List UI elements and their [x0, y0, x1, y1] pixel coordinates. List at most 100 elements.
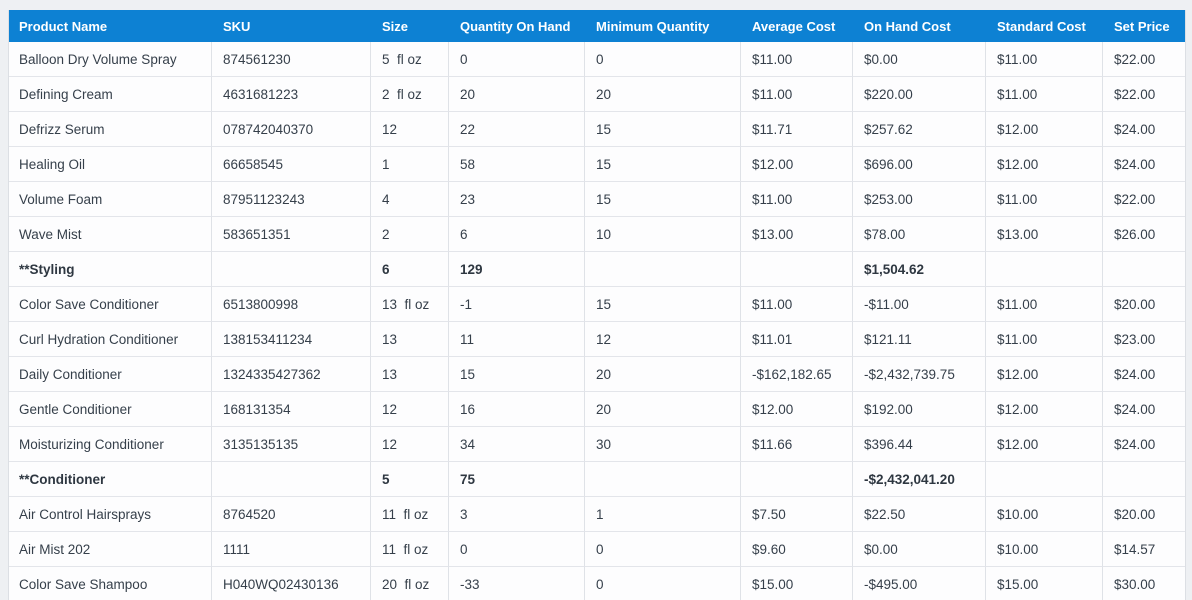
cell-sku: 168131354	[212, 392, 371, 427]
column-header-size[interactable]: Size	[371, 10, 449, 42]
cell-size: 11 fl oz	[371, 497, 449, 532]
cell-avg_cost	[741, 462, 853, 497]
cell-std_cost: $12.00	[986, 147, 1103, 182]
cell-on_hand_cost: -$2,432,739.75	[853, 357, 986, 392]
column-header-std_cost[interactable]: Standard Cost	[986, 10, 1103, 42]
cell-on_hand_cost: $0.00	[853, 532, 986, 567]
cell-min_qty: 0	[585, 42, 741, 77]
cell-qty_on_hand: 16	[449, 392, 585, 427]
cell-sku: H040WQ02430136	[212, 567, 371, 600]
cell-on_hand_cost: $253.00	[853, 182, 986, 217]
cell-size: 5	[371, 462, 449, 497]
summary-row[interactable]: **Conditioner 5 75 -$2,432,041.20	[9, 462, 1185, 497]
cell-product: Defining Cream	[9, 77, 212, 112]
cell-min_qty: 15	[585, 182, 741, 217]
cell-sku: 4631681223	[212, 77, 371, 112]
cell-product: **Conditioner	[9, 462, 212, 497]
cell-on_hand_cost: $22.50	[853, 497, 986, 532]
cell-set_price: $20.00	[1103, 497, 1185, 532]
cell-product: Air Control Hairsprays	[9, 497, 212, 532]
cell-qty_on_hand: 22	[449, 112, 585, 147]
cell-avg_cost: $11.01	[741, 322, 853, 357]
cell-on_hand_cost: $121.11	[853, 322, 986, 357]
cell-avg_cost: $11.66	[741, 427, 853, 462]
table-row[interactable]: Air Control Hairsprays 8764520 11 fl oz 3 1 $…	[9, 497, 1185, 532]
cell-sku: 6513800998	[212, 287, 371, 322]
cell-set_price: $24.00	[1103, 112, 1185, 147]
cell-product: **Styling	[9, 252, 212, 287]
column-header-product[interactable]: Product Name	[9, 10, 212, 42]
cell-qty_on_hand: 15	[449, 357, 585, 392]
cell-on_hand_cost: $696.00	[853, 147, 986, 182]
column-header-qty_on_hand[interactable]: Quantity On Hand	[449, 10, 585, 42]
table-row[interactable]: Color Save Shampoo H040WQ02430136 20 fl oz…	[9, 567, 1185, 600]
cell-min_qty	[585, 252, 741, 287]
cell-sku: 1111	[212, 532, 371, 567]
cell-min_qty: 20	[585, 77, 741, 112]
cell-qty_on_hand: 23	[449, 182, 585, 217]
cell-set_price: $30.00	[1103, 567, 1185, 600]
cell-set_price: $22.00	[1103, 42, 1185, 77]
column-header-on_hand_cost[interactable]: On Hand Cost	[853, 10, 986, 42]
cell-sku: 66658545	[212, 147, 371, 182]
table-row[interactable]: Gentle Conditioner 168131354 12 16 20 $12.00 $…	[9, 392, 1185, 427]
cell-std_cost: $12.00	[986, 427, 1103, 462]
cell-size: 12	[371, 112, 449, 147]
cell-on_hand_cost: $78.00	[853, 217, 986, 252]
cell-on_hand_cost: -$2,432,041.20	[853, 462, 986, 497]
table-row[interactable]: Defrizz Serum 078742040370 12 22 15 $11.71 $25…	[9, 112, 1185, 147]
cell-on_hand_cost: $220.00	[853, 77, 986, 112]
cell-size: 6	[371, 252, 449, 287]
cell-sku: 874561230	[212, 42, 371, 77]
table-row[interactable]: Color Save Conditioner 6513800998 13 fl oz…	[9, 287, 1185, 322]
table-row[interactable]: Wave Mist 583651351 2 6 10 $13.00 $78.00 $13.00…	[9, 217, 1185, 252]
cell-set_price: $22.00	[1103, 182, 1185, 217]
table-row[interactable]: Air Mist 202 1111 11 fl oz 0 0 $9.60 $0.00 $10.…	[9, 532, 1185, 567]
column-header-avg_cost[interactable]: Average Cost	[741, 10, 853, 42]
cell-min_qty: 20	[585, 392, 741, 427]
column-header-min_qty[interactable]: Minimum Quantity	[585, 10, 741, 42]
cell-qty_on_hand: 0	[449, 42, 585, 77]
cell-std_cost: $12.00	[986, 357, 1103, 392]
table-row[interactable]: Curl Hydration Conditioner 138153411234 13…	[9, 322, 1185, 357]
table-row[interactable]: Healing Oil 66658545 1 58 15 $12.00 $696.00 $12…	[9, 147, 1185, 182]
cell-std_cost: $13.00	[986, 217, 1103, 252]
cell-size: 20 fl oz	[371, 567, 449, 600]
cell-min_qty: 30	[585, 427, 741, 462]
inventory-table: Product Name SKU Size Quantity On Hand Minim…	[8, 10, 1186, 600]
cell-min_qty: 15	[585, 147, 741, 182]
table-row[interactable]: Daily Conditioner 1324335427362 13 15 20 -$16…	[9, 357, 1185, 392]
cell-sku: 138153411234	[212, 322, 371, 357]
table-row[interactable]: Volume Foam 87951123243 4 23 15 $11.00 $253.00…	[9, 182, 1185, 217]
cell-min_qty: 0	[585, 567, 741, 600]
cell-sku	[212, 252, 371, 287]
column-header-sku[interactable]: SKU	[212, 10, 371, 42]
cell-sku: 3135135135	[212, 427, 371, 462]
cell-size: 5 fl oz	[371, 42, 449, 77]
cell-avg_cost: $11.00	[741, 182, 853, 217]
cell-set_price: $24.00	[1103, 357, 1185, 392]
summary-row[interactable]: **Styling 6 129 $1,504.62	[9, 252, 1185, 287]
cell-size: 2 fl oz	[371, 77, 449, 112]
column-header-set_price[interactable]: Set Price	[1103, 10, 1185, 42]
cell-avg_cost: $11.00	[741, 77, 853, 112]
cell-set_price: $20.00	[1103, 287, 1185, 322]
cell-std_cost: $12.00	[986, 392, 1103, 427]
cell-qty_on_hand: 34	[449, 427, 585, 462]
cell-set_price	[1103, 252, 1185, 287]
cell-size: 2	[371, 217, 449, 252]
table-row[interactable]: Moisturizing Conditioner 3135135135 12 34 30…	[9, 427, 1185, 462]
table-row[interactable]: Defining Cream 4631681223 2 fl oz 20 20 $11.0…	[9, 77, 1185, 112]
cell-set_price: $24.00	[1103, 147, 1185, 182]
cell-min_qty: 12	[585, 322, 741, 357]
cell-min_qty: 15	[585, 287, 741, 322]
cell-size: 13 fl oz	[371, 287, 449, 322]
cell-product: Moisturizing Conditioner	[9, 427, 212, 462]
table-row[interactable]: Balloon Dry Volume Spray 874561230 5 fl oz…	[9, 42, 1185, 77]
cell-size: 13	[371, 357, 449, 392]
cell-min_qty: 15	[585, 112, 741, 147]
cell-product: Healing Oil	[9, 147, 212, 182]
cell-avg_cost: $11.00	[741, 42, 853, 77]
cell-std_cost: $10.00	[986, 497, 1103, 532]
cell-set_price: $26.00	[1103, 217, 1185, 252]
